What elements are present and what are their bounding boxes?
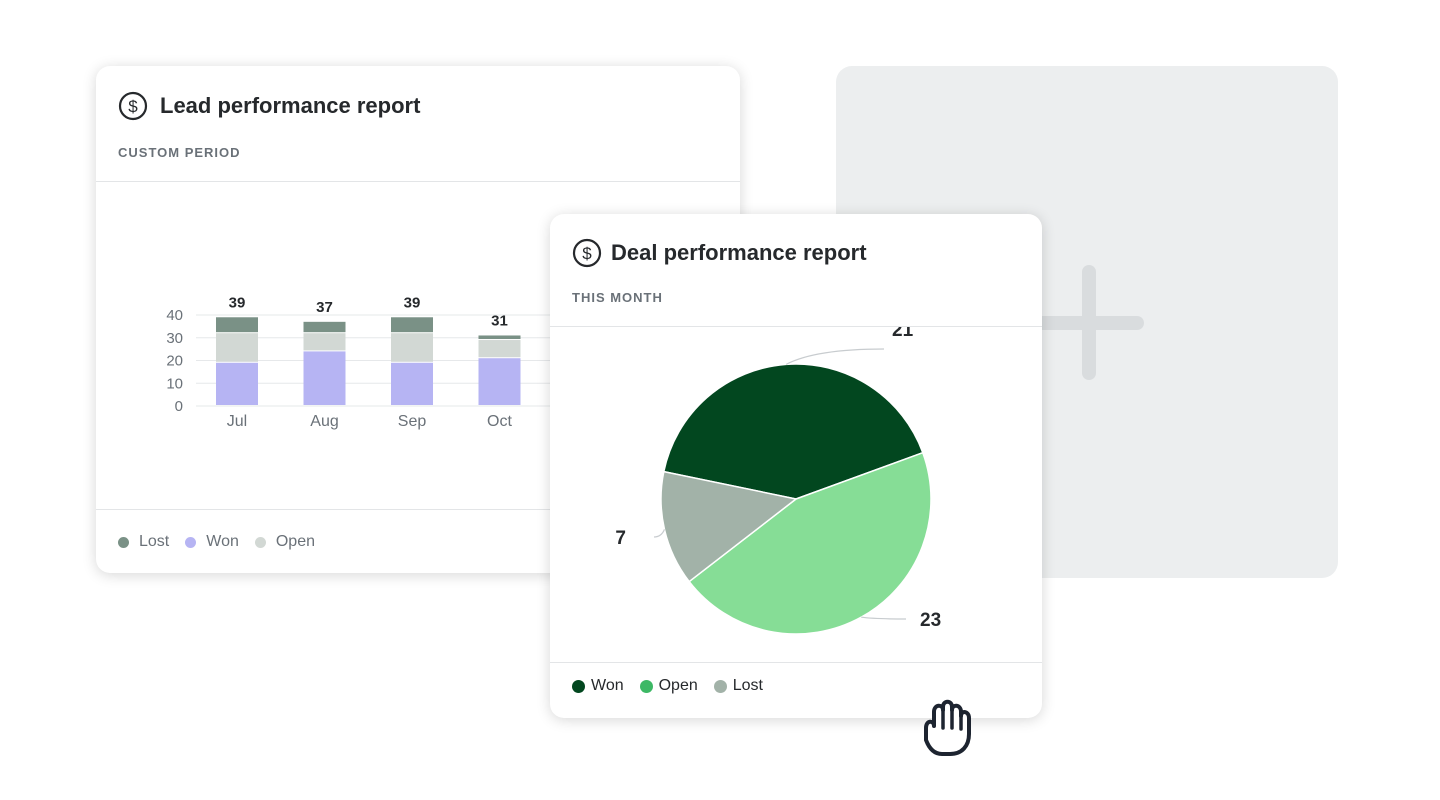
x-tick-label: Aug [310, 413, 338, 430]
pie-leader-line [785, 348, 885, 365]
pie-value-label: 7 [615, 528, 626, 549]
legend-item-lost[interactable]: Lost [713, 677, 763, 695]
svg-text:$: $ [128, 97, 138, 116]
divider [550, 662, 1042, 663]
bar-total-label: 37 [316, 299, 333, 316]
grab-cursor-icon [912, 698, 978, 760]
y-tick-label: 0 [175, 398, 183, 415]
bar-segment-open [391, 333, 433, 362]
bar-segment-lost [478, 335, 521, 340]
dollar-icon: $ [118, 91, 148, 121]
pie-value-label: 23 [920, 610, 941, 631]
bar-segment-open [303, 333, 346, 351]
x-tick-label: Jul [227, 413, 247, 430]
y-tick-label: 10 [166, 375, 183, 392]
legend-item-won[interactable]: Won [185, 533, 239, 551]
dollar-icon: $ [572, 238, 602, 268]
lead-bar-chart: 0 10 20 30 40 39 Jul 37 Aug 39 Sep 31 Oct [166, 294, 740, 430]
bar-total-label: 39 [404, 294, 421, 311]
deal-legend: Won Open Lost [572, 677, 779, 695]
divider [96, 509, 740, 510]
x-tick-label: Sep [398, 413, 427, 430]
pie-value-label: 21 [892, 327, 914, 341]
pie-slice-lost [660, 470, 798, 583]
legend-dot [713, 679, 727, 693]
bar-segment-won [216, 362, 258, 405]
legend-dot [185, 536, 197, 548]
card-title: Lead performance report [160, 93, 421, 118]
legend-item-lost[interactable]: Lost [118, 533, 169, 551]
legend-label: Open [658, 677, 698, 694]
plus-icon-bar [1030, 316, 1144, 330]
bar-total-label: 31 [491, 312, 508, 329]
bar-total-label: 39 [229, 294, 246, 311]
y-tick-label: 20 [166, 353, 183, 370]
card-title: Deal performance report [611, 240, 867, 265]
bar-segment-lost [216, 317, 258, 333]
legend-label: Lost [139, 533, 170, 550]
pie-slice-won [662, 363, 924, 500]
bar-segment-won [478, 358, 521, 405]
legend-label: Won [206, 533, 239, 550]
legend-dot [254, 536, 266, 548]
bar-segment-won [303, 351, 346, 405]
legend-item-won[interactable]: Won [572, 677, 624, 695]
legend-dot [118, 536, 129, 548]
bar-segment-won [391, 362, 433, 405]
legend-label: Open [275, 533, 315, 550]
pie-leader-line [861, 616, 907, 620]
x-tick-label: Oct [487, 413, 512, 430]
divider [550, 326, 1042, 327]
pie-leader-line [653, 529, 666, 538]
legend-dot [639, 679, 653, 693]
legend-label: Won [591, 677, 624, 694]
pie-slice-open [688, 451, 932, 635]
deal-pie-chart: 21 23 7 [615, 327, 941, 635]
divider [96, 181, 740, 182]
bar-segment-open [216, 333, 258, 362]
legend-label: Lost [732, 677, 763, 694]
card-period: THIS MONTH [572, 290, 663, 305]
legend-dot [572, 679, 585, 693]
bar-segment-lost [303, 321, 346, 333]
svg-text:$: $ [582, 244, 592, 263]
lead-legend: Lost Won Open [118, 533, 331, 551]
deal-performance-card[interactable]: $ Deal performance report THIS MONTH 21 2… [550, 214, 1042, 718]
card-period: CUSTOM PERIOD [118, 145, 241, 160]
legend-item-open[interactable]: Open [639, 677, 698, 695]
bar-segment-open [478, 340, 521, 358]
bar-segment-lost [391, 317, 433, 333]
legend-item-open[interactable]: Open [254, 533, 315, 551]
y-tick-label: 30 [166, 330, 183, 347]
y-tick-label: 40 [166, 307, 183, 324]
